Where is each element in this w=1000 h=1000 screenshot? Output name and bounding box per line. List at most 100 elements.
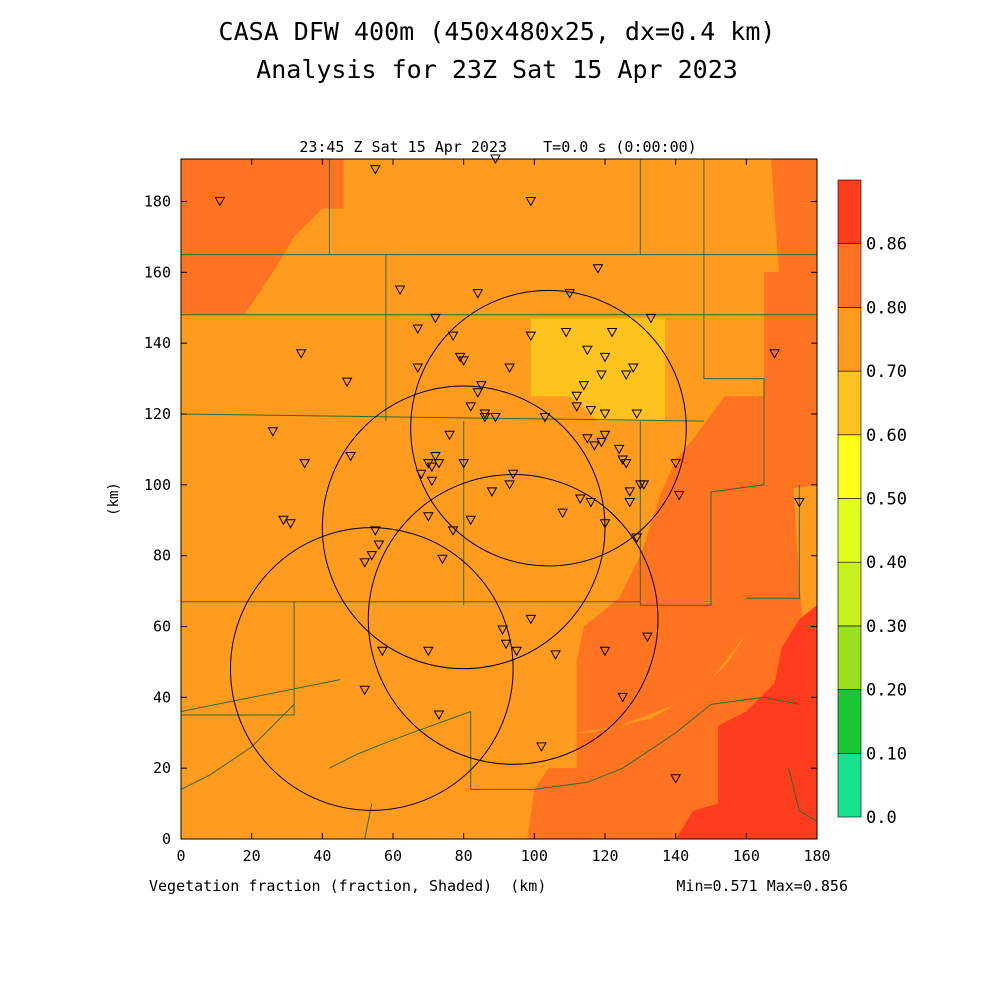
station-marker	[369, 526, 381, 536]
station-marker	[599, 430, 611, 441]
station-marker	[627, 363, 639, 373]
colorbar-swatch	[837, 243, 862, 308]
station-marker	[369, 165, 381, 175]
station-marker	[214, 197, 226, 207]
colorbar-label: 0.20	[866, 681, 907, 701]
station-marker	[366, 551, 378, 561]
x-tick-label: 140	[662, 847, 689, 865]
range-ring-2	[367, 474, 659, 765]
colorbar-swatch	[837, 498, 862, 563]
shaded-region-2	[527, 159, 817, 839]
station-marker	[525, 331, 537, 342]
station-marker	[486, 487, 498, 497]
station-marker	[285, 519, 296, 529]
title-line-2: Analysis for 23Z Sat 15 Apr 2023	[256, 55, 738, 84]
station-marker	[341, 377, 353, 388]
station-marker	[479, 413, 491, 423]
y-tick-label: 60	[153, 618, 171, 636]
station-marker	[606, 328, 618, 338]
station-marker	[624, 498, 636, 508]
x-axis-label: Vegetation fraction (fraction, Shaded) (…	[149, 877, 546, 895]
station-marker	[377, 646, 388, 657]
station-marker	[433, 459, 445, 469]
station-marker	[631, 409, 643, 420]
colorbar-label: 0.40	[866, 553, 907, 573]
station-marker	[465, 515, 477, 526]
x-tick-label: 80	[455, 847, 473, 865]
y-tick-label: 140	[144, 334, 171, 352]
county-border-15	[534, 696, 800, 790]
y-tick-label: 0	[162, 830, 171, 848]
x-tick-label: 180	[803, 847, 830, 865]
plot-area	[180, 154, 818, 840]
min-max-readout: Min=0.571 Max=0.856	[676, 877, 848, 895]
station-marker	[475, 381, 487, 391]
station-marker	[373, 540, 385, 551]
plot-subtitle: 23:45 Z Sat 15 Apr 2023 T=0.0 s (0:00:00…	[299, 138, 696, 156]
colorbar-swatch	[837, 752, 862, 818]
station-marker	[359, 558, 371, 568]
station-marker	[426, 476, 438, 487]
station-marker	[670, 774, 682, 784]
colorbar-label: 0.10	[866, 744, 907, 764]
x-tick-label: 160	[733, 847, 760, 865]
station-marker	[673, 490, 685, 501]
station-marker	[550, 650, 561, 660]
x-tick-label: 20	[243, 847, 261, 865]
station-marker	[793, 498, 805, 508]
range-ring-0	[410, 289, 687, 567]
colorbar-swatch	[837, 561, 862, 627]
station-marker	[525, 614, 537, 625]
station-marker	[422, 646, 434, 657]
y-axis-label: (km)	[106, 482, 122, 516]
colorbar-label: 0.70	[866, 362, 907, 382]
station-marker	[574, 494, 586, 505]
y-tick-label: 100	[144, 476, 171, 494]
station-marker	[560, 328, 572, 338]
station-marker	[617, 692, 629, 703]
station-marker	[458, 459, 470, 469]
colorbar-swatch	[837, 179, 862, 245]
station-marker	[500, 639, 512, 650]
station-marker	[504, 363, 515, 373]
station-marker	[465, 402, 477, 412]
station-marker	[564, 289, 576, 299]
y-tick-label: 160	[144, 263, 171, 281]
station-marker	[511, 646, 523, 657]
station-marker	[599, 519, 611, 529]
station-marker	[596, 437, 607, 448]
station-marker	[490, 413, 501, 423]
x-axis: 0 20 40 60 80 100 120 140 160 180	[176, 159, 831, 865]
county-border-4	[180, 413, 704, 422]
station-marker	[447, 331, 459, 342]
station-marker	[447, 526, 459, 536]
station-marker	[620, 370, 632, 381]
station-marker	[412, 324, 424, 335]
station-marker	[642, 632, 653, 643]
shaded-region-3	[576, 272, 817, 733]
county-border-6	[640, 159, 765, 606]
station-marker	[592, 264, 604, 274]
colorbar-label: 0.86	[866, 235, 907, 255]
station-marker	[585, 498, 597, 508]
station-marker	[412, 363, 424, 373]
station-marker	[507, 469, 519, 480]
county-border-17	[788, 768, 818, 822]
station-marker	[415, 469, 427, 480]
colorbar-swatch	[837, 625, 862, 690]
station-marker	[497, 625, 508, 636]
station-markers	[214, 154, 805, 784]
colorbar-swatch	[837, 307, 862, 372]
station-marker	[599, 352, 611, 363]
station-marker	[624, 487, 636, 497]
county-border-18	[364, 803, 373, 840]
station-marker	[422, 512, 434, 522]
x-tick-label: 40	[313, 847, 331, 865]
county-border-10	[180, 679, 341, 712]
station-marker	[613, 444, 625, 455]
colorbar: 0.0 0.10 0.20 0.30 0.40 0.50 0.60 0.70 0.80 0.86	[837, 179, 907, 828]
y-tick-label: 80	[153, 547, 171, 565]
station-marker	[578, 381, 590, 391]
shaded-region-0	[530, 318, 666, 422]
y-tick-label: 20	[153, 759, 171, 777]
